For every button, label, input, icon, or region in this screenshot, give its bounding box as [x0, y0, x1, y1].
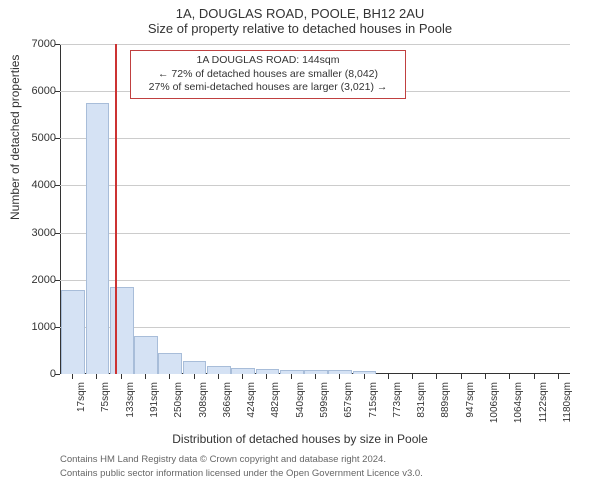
- x-tick-label: 599sqm: [319, 382, 330, 418]
- y-tick-label: 5000: [16, 132, 56, 144]
- x-tick-label: 133sqm: [125, 382, 136, 418]
- y-tick-label: 1000: [16, 321, 56, 333]
- histogram-bar: [86, 103, 110, 374]
- x-tick-label: 715sqm: [368, 382, 379, 418]
- y-tick-label: 6000: [16, 85, 56, 97]
- y-tick-label: 0: [16, 368, 56, 380]
- x-tick-label: 1122sqm: [538, 382, 549, 422]
- x-tick-label: 1064sqm: [513, 382, 524, 423]
- histogram-bar: [110, 287, 134, 374]
- x-tick-label: 1006sqm: [489, 382, 500, 423]
- x-tick-label: 831sqm: [416, 382, 427, 418]
- x-tick-label: 773sqm: [392, 382, 403, 418]
- histogram-bar: [61, 290, 85, 374]
- x-tick-label: 424sqm: [246, 382, 257, 418]
- histogram-bar: [207, 366, 231, 374]
- histogram-bar: [158, 353, 182, 374]
- y-tick-label: 7000: [16, 38, 56, 50]
- x-tick-label: 308sqm: [198, 382, 209, 418]
- x-tick-label: 250sqm: [173, 382, 184, 418]
- annotation-line2: ← 72% of detached houses are smaller (8,…: [137, 68, 399, 82]
- x-axis-label: Distribution of detached houses by size …: [0, 432, 600, 446]
- x-tick-label: 366sqm: [222, 382, 233, 418]
- reference-line: [115, 44, 117, 374]
- annotation-line1: 1A DOUGLAS ROAD: 144sqm: [137, 54, 399, 68]
- x-tick-label: 75sqm: [100, 382, 111, 412]
- y-tick-label: 3000: [16, 227, 56, 239]
- chart-container: 1A, DOUGLAS ROAD, POOLE, BH12 2AU Size o…: [0, 0, 600, 500]
- histogram-bar: [183, 361, 207, 374]
- title-address: 1A, DOUGLAS ROAD, POOLE, BH12 2AU: [0, 0, 600, 21]
- x-tick-label: 17sqm: [76, 382, 87, 412]
- caption-line2: Contains public sector information licen…: [60, 468, 423, 479]
- caption-line1: Contains HM Land Registry data © Crown c…: [60, 454, 386, 465]
- histogram-bar: [280, 370, 304, 374]
- histogram-bar: [134, 336, 158, 374]
- x-tick-label: 947sqm: [465, 382, 476, 418]
- histogram-bar: [256, 369, 280, 374]
- y-tick-label: 4000: [16, 179, 56, 191]
- annotation-box: 1A DOUGLAS ROAD: 144sqm ← 72% of detache…: [130, 50, 406, 99]
- title-subtitle: Size of property relative to detached ho…: [0, 21, 600, 40]
- x-tick-label: 889sqm: [440, 382, 451, 418]
- x-tick-label: 482sqm: [270, 382, 281, 418]
- x-tick-label: 540sqm: [295, 382, 306, 418]
- x-tick-label: 657sqm: [343, 382, 354, 418]
- histogram-bar: [353, 371, 377, 374]
- x-tick-label: 191sqm: [149, 382, 160, 418]
- y-tick-label: 2000: [16, 274, 56, 286]
- x-tick-label: 1180sqm: [562, 382, 573, 422]
- annotation-line3: 27% of semi-detached houses are larger (…: [137, 81, 399, 95]
